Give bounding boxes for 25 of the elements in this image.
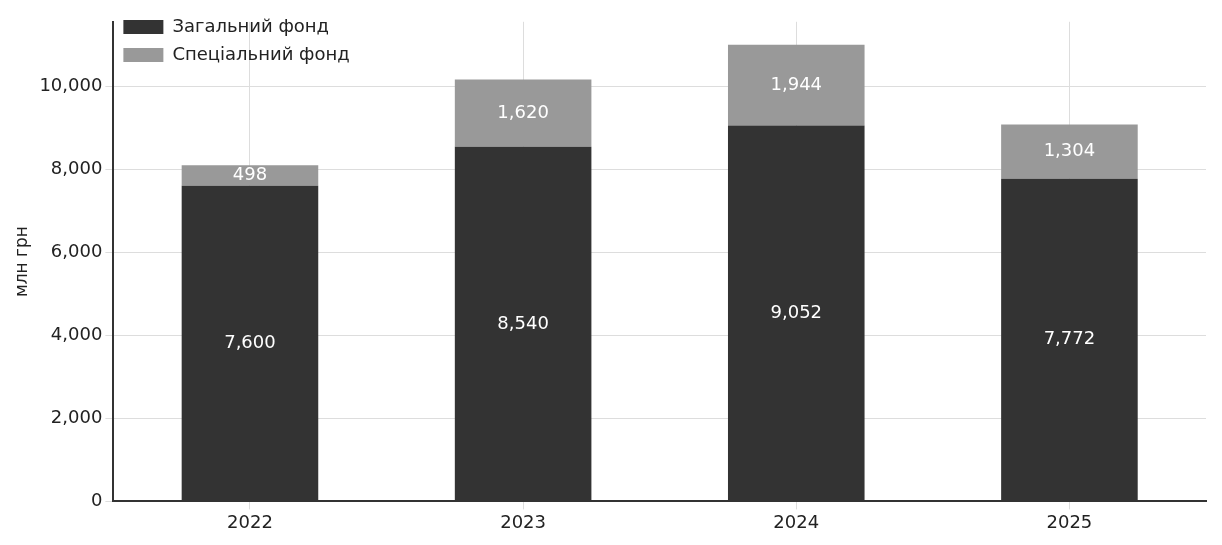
y-tick-label: 6,000 [50,239,103,261]
bar [454,79,592,147]
y-tick-label: 0 [90,489,103,511]
x-tick-label: 2022 [227,510,273,532]
bar [1001,124,1138,179]
data-label: 1,620 [497,100,549,122]
data-label: 8,540 [497,311,549,333]
legend-label: Спеціальний фонд [172,42,350,64]
y-tick-label: 10,000 [39,73,103,95]
y-tick-label: 2,000 [50,406,103,428]
data-label: 7,600 [224,331,276,353]
data-label: 9,052 [770,300,823,322]
x-tick-label: 2023 [500,510,547,532]
data-label: 7,772 [1043,327,1096,349]
x-tick-label: 2025 [1046,510,1093,532]
legend-label: Загальний фонд [172,14,330,36]
data-label: 498 [232,163,268,185]
y-tick-label: 8,000 [50,156,103,178]
data-label: 1,944 [770,72,823,94]
y-axis-title: млн грн [10,226,31,298]
bar [727,44,865,126]
data-label: 1,304 [1043,139,1096,161]
x-tick-label: 2024 [773,510,820,532]
bar [181,165,319,186]
y-tick-label: 4,000 [50,322,103,344]
